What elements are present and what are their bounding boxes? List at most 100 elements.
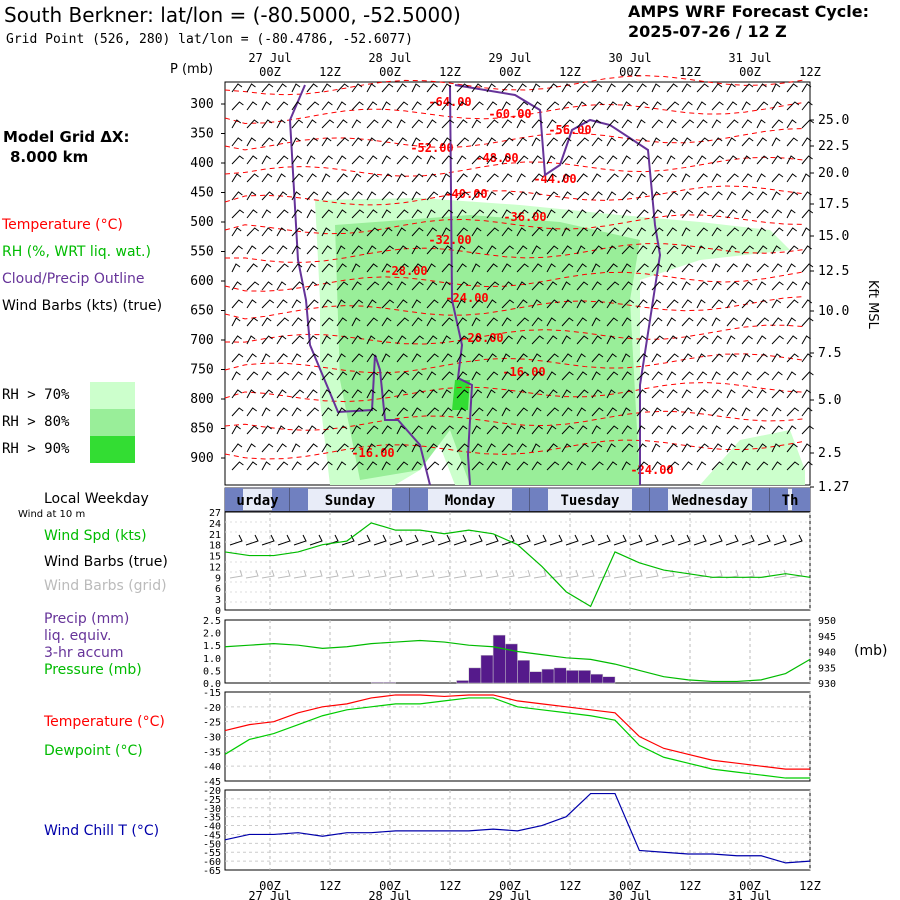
wind-barb bbox=[261, 534, 275, 546]
pressure-axis-title: P (mb) bbox=[170, 62, 214, 77]
wind-barb bbox=[725, 534, 739, 546]
wind-barb bbox=[306, 173, 317, 183]
wind-barb bbox=[591, 137, 603, 147]
wind-barb bbox=[561, 443, 572, 453]
wind-barb bbox=[786, 101, 800, 111]
wind-barb bbox=[531, 389, 545, 399]
wind-barb bbox=[576, 353, 586, 363]
wind-barb bbox=[471, 101, 484, 111]
precip-bar bbox=[590, 673, 604, 684]
wind-barb bbox=[336, 191, 350, 201]
wind-barb bbox=[726, 443, 736, 453]
wind-barb bbox=[261, 425, 272, 435]
wind-barb bbox=[366, 155, 378, 165]
wind-barb bbox=[591, 425, 601, 435]
wind-barb bbox=[381, 353, 391, 363]
wind-barbs-grid-label: Wind Barbs (grid) bbox=[44, 578, 167, 594]
wind-barb bbox=[396, 173, 406, 183]
wind-barb bbox=[426, 137, 438, 147]
wind-tick-label: 9 bbox=[215, 573, 221, 584]
wind-barb bbox=[531, 101, 542, 111]
wind-barb bbox=[246, 317, 258, 327]
wind-barb bbox=[591, 83, 603, 93]
wind-barb bbox=[606, 317, 618, 327]
wind-barb bbox=[741, 137, 754, 147]
wind-barb bbox=[606, 281, 620, 291]
wind-barb bbox=[741, 389, 754, 399]
wind-barb bbox=[246, 425, 259, 435]
wind-barb bbox=[291, 191, 301, 201]
wind-barb bbox=[516, 119, 526, 129]
wind-barb bbox=[396, 191, 408, 201]
legend-rh: RH (%, WRT liq. wat.) bbox=[2, 244, 151, 260]
wind-barb bbox=[576, 137, 589, 147]
isotherm-line bbox=[224, 101, 806, 124]
wind-barb bbox=[396, 209, 409, 219]
wind-barb bbox=[486, 461, 498, 471]
wind-barb bbox=[246, 299, 257, 309]
wind-barb-grid bbox=[773, 569, 787, 579]
wind-barb bbox=[276, 173, 286, 183]
wind-barb bbox=[726, 425, 739, 435]
wind-barb bbox=[711, 407, 724, 417]
wind-barb bbox=[246, 443, 256, 453]
wind-barb bbox=[276, 425, 286, 435]
wind-barb bbox=[441, 299, 453, 309]
isotherm-line bbox=[224, 439, 806, 460]
weekday-cell-shade bbox=[512, 488, 530, 511]
wind-barb bbox=[321, 245, 332, 255]
wind-barb bbox=[756, 425, 766, 435]
wind-barb bbox=[426, 371, 437, 381]
wind-barb bbox=[591, 335, 602, 345]
wind-barb bbox=[756, 389, 767, 399]
wind-barb bbox=[636, 83, 647, 93]
wind-barb bbox=[261, 155, 271, 165]
wind-barb bbox=[486, 101, 498, 111]
wind-barb bbox=[411, 353, 422, 363]
wind-barb bbox=[291, 353, 302, 363]
wind-barb bbox=[726, 119, 739, 129]
wind-barb bbox=[336, 353, 346, 363]
wind-barb bbox=[231, 245, 243, 255]
wind-barb bbox=[456, 101, 467, 111]
wind-barb-grid bbox=[645, 569, 659, 579]
bottom-date-label: 31 Jul bbox=[728, 889, 771, 900]
wind-barb bbox=[666, 209, 676, 219]
top-time-tick: 12Z bbox=[799, 65, 821, 79]
wind-barb bbox=[291, 335, 304, 345]
wind-barb bbox=[276, 317, 289, 327]
wind-barb-grid bbox=[597, 569, 611, 579]
wind-barb bbox=[576, 317, 587, 327]
wind-barb bbox=[501, 299, 515, 309]
wind-barb bbox=[801, 461, 813, 471]
wind-barb bbox=[246, 461, 258, 471]
wind-barb bbox=[801, 173, 811, 183]
wind-barb bbox=[606, 137, 616, 147]
cycle-label: AMPS WRF Forecast Cycle: bbox=[628, 2, 870, 21]
wind-barb bbox=[396, 281, 407, 291]
wind-chill-tick-label: -55 bbox=[203, 848, 221, 859]
wind-barb bbox=[351, 119, 362, 129]
wind-barb bbox=[756, 173, 766, 183]
wind-barb bbox=[291, 209, 303, 219]
wind-barb bbox=[711, 191, 723, 201]
wind-barb bbox=[516, 353, 528, 363]
wind-barb bbox=[546, 407, 559, 417]
wind-barb bbox=[561, 173, 571, 183]
wind-barb bbox=[411, 137, 421, 147]
wind-barb bbox=[426, 317, 436, 327]
rh70-region bbox=[700, 430, 805, 485]
isotherm-label: -20.00 bbox=[460, 331, 503, 345]
temperature-tick-label: -25 bbox=[203, 718, 221, 729]
wind-barb bbox=[321, 227, 331, 237]
wind-barb bbox=[501, 389, 514, 399]
wind-barb bbox=[471, 371, 481, 381]
wind-barb bbox=[231, 281, 242, 291]
wind-barb bbox=[546, 227, 557, 237]
wind-barb bbox=[531, 335, 544, 345]
wind-barb bbox=[366, 83, 376, 93]
wind-barb bbox=[726, 299, 737, 309]
wind-barb bbox=[801, 389, 812, 399]
wind-barb bbox=[501, 407, 511, 417]
wind-barb bbox=[773, 534, 787, 546]
